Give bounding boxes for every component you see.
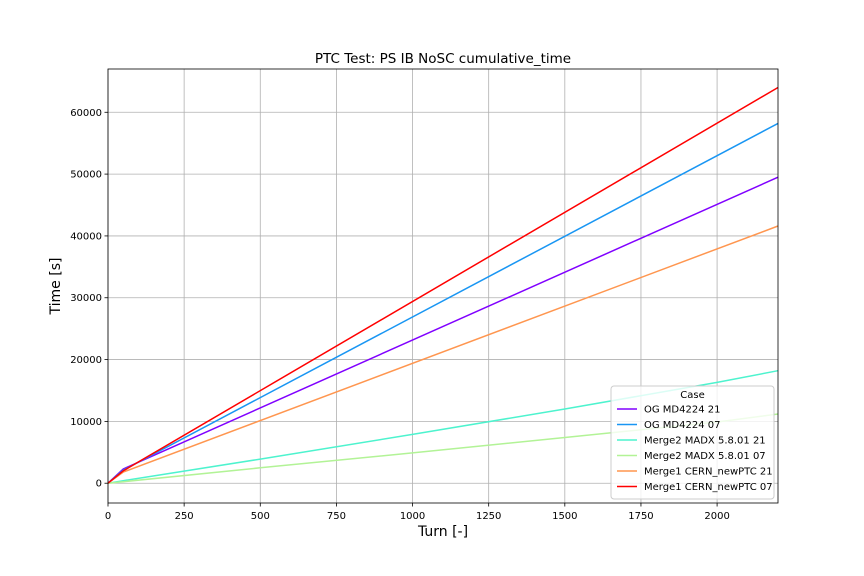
y-tick-label: 50000: [70, 170, 102, 181]
y-axis-label: Time [s]: [48, 258, 64, 316]
series-line-3: [107, 369, 779, 484]
x-tick-label: 0: [105, 511, 111, 522]
legend-label-3: Merge2 MADX 5.8.01 21: [644, 436, 766, 447]
x-tick-label: 1750: [628, 511, 653, 522]
legend-label-5: Merge1 CERN_newPTC 21: [644, 467, 773, 478]
x-axis-label: Turn [-]: [417, 524, 468, 540]
x-tick-label: 1250: [476, 511, 501, 522]
chart-title: PTC Test: PS IB NoSC cumulative_time: [315, 51, 571, 67]
y-tick-label: 0: [96, 479, 102, 490]
y-tick-label: 60000: [70, 108, 102, 119]
legend-label-2: OG MD4224 07: [644, 420, 720, 431]
x-tick-label: 1500: [552, 511, 577, 522]
legend-box: [610, 385, 775, 500]
x-tick-label: 1000: [400, 511, 425, 522]
legend-label-1: OG MD4224 21: [644, 405, 720, 416]
legend: Case OG MD4224 21 OG MD4224 07 Merge2 MADX…: [610, 385, 775, 500]
legend-title: Case: [680, 390, 704, 401]
tick-layer: 0 250 500 750 1000 1250 1500 1750 20000100002000…: [70, 108, 730, 522]
legend-label-4: Merge2 MADX 5.8.01 07: [644, 451, 766, 462]
y-tick-label: 40000: [70, 231, 102, 242]
plot-frame: [107, 68, 779, 504]
y-tick-label: 30000: [70, 293, 102, 304]
x-tick-label: 750: [327, 511, 346, 522]
y-tick-label: 20000: [70, 355, 102, 366]
x-tick-label: 250: [175, 511, 194, 522]
series-line-6: [107, 86, 779, 484]
legend-label-6: Merge1 CERN_newPTC 07: [644, 482, 773, 493]
x-tick-label: 2000: [704, 511, 729, 522]
x-tick-label: 500: [251, 511, 270, 522]
y-tick-label: 10000: [70, 417, 102, 428]
